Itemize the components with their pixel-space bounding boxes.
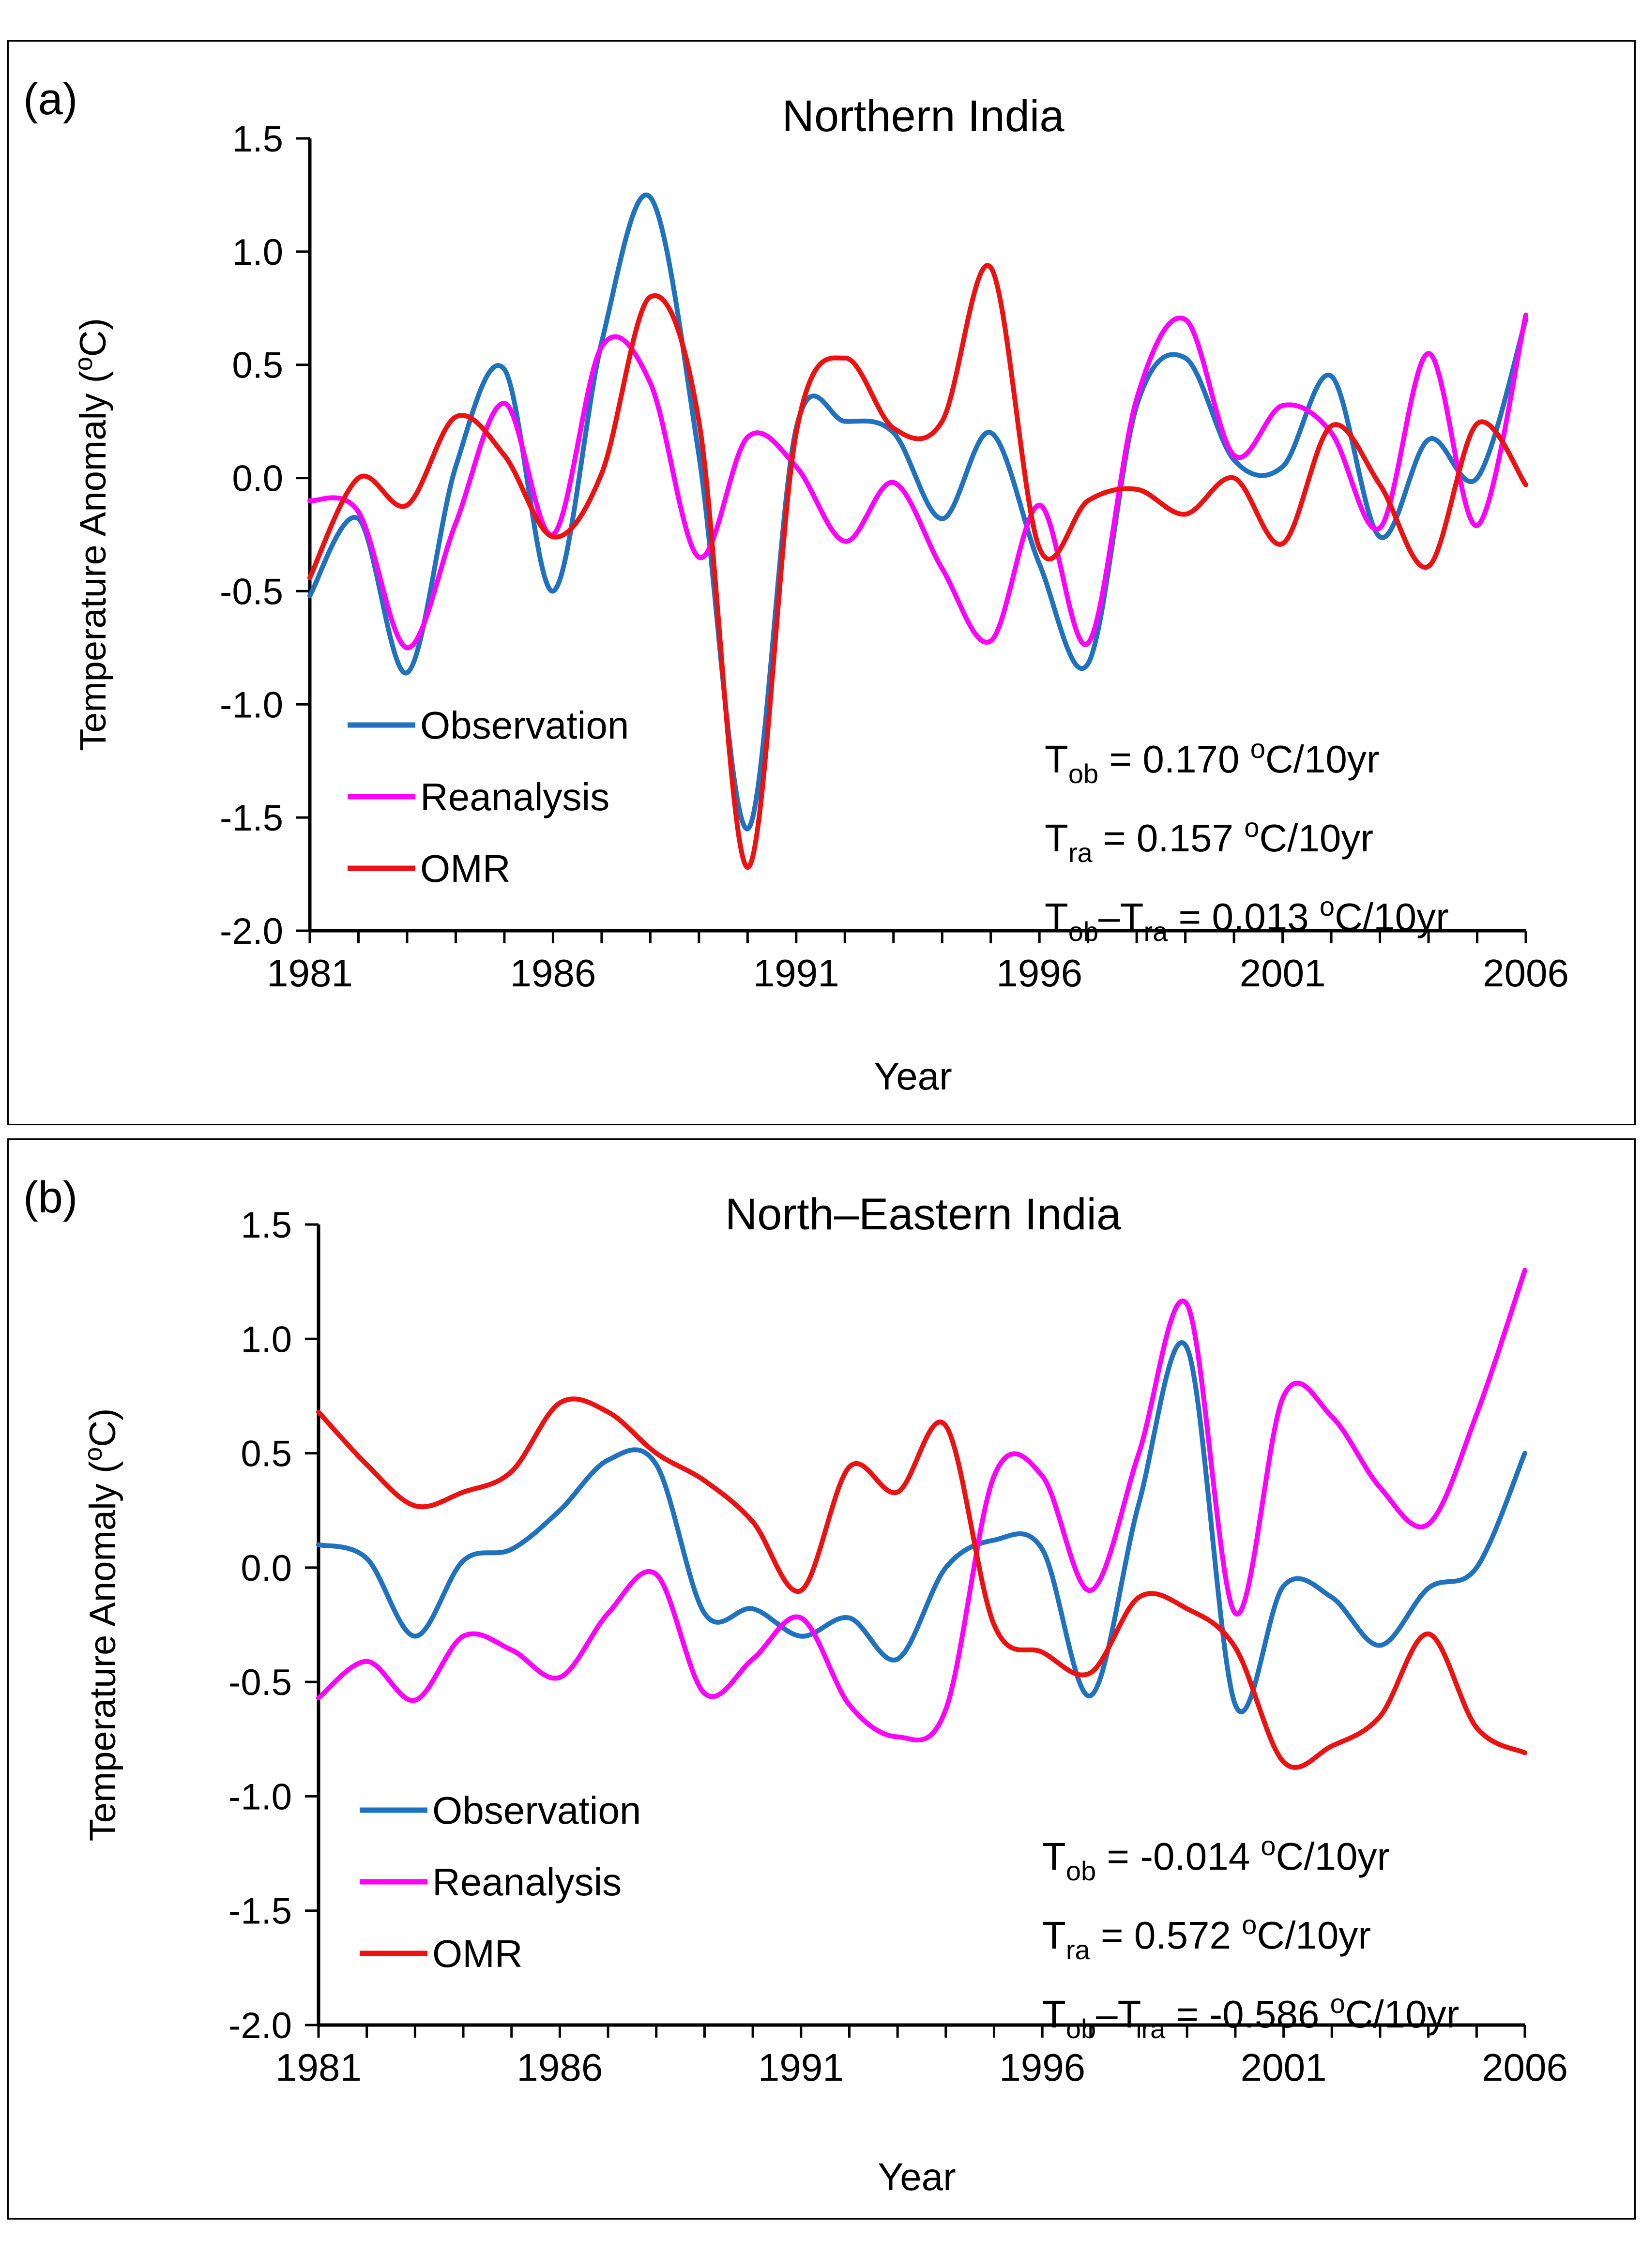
y-tick-label: 0.0 (232, 458, 283, 499)
y-tick-label: -1.5 (220, 798, 283, 839)
x-tick-label: 1986 (510, 952, 596, 995)
chart-svg-b: (b) North–Eastern India 1.5 1.0 0.5 0.0 -0.5 -1… (23, 1173, 1568, 2198)
x-tick-label: 1981 (267, 952, 353, 995)
x-tick-label: 2001 (1240, 952, 1326, 995)
y-tick-label: 1.0 (241, 1319, 292, 1360)
x-axis-title: Year (878, 2155, 956, 2198)
x-tick-label: 2006 (1482, 2046, 1568, 2089)
series-line-omr (307, 263, 1528, 870)
y-tick-label: -2.0 (228, 2005, 292, 2046)
x-tick-label: 2006 (1483, 952, 1569, 995)
x-tick-label: 1991 (758, 2046, 844, 2089)
series-line-omr (316, 1396, 1527, 1770)
series-line-observation (307, 192, 1528, 832)
x-tick-label: 1986 (517, 2046, 603, 2089)
y-tick-label: 1.5 (241, 1205, 292, 1246)
y-tick-label: 0.5 (241, 1434, 292, 1475)
legend-label: Reanalysis (420, 775, 609, 818)
y-tick-label: -1.5 (228, 1891, 292, 1932)
chart-title: Northern India (782, 91, 1065, 141)
y-tick-label: 1.0 (232, 232, 283, 273)
legend-label: Observation (432, 1789, 641, 1832)
chart-svg-a: (a) Northern India 1.5 1.0 0.5 0.0 -0.5 -1.0 -1.… (23, 75, 1569, 1098)
y-axis-title: Temperature Anomaly (oC) (79, 1408, 123, 1842)
x-axis-title: Year (874, 1055, 952, 1098)
trend-annotation: Tob–Tra = 0.013 oC/10yr (1045, 891, 1449, 947)
x-tick-label: 2001 (1241, 2046, 1327, 2089)
trend-annotation: Tra = 0.572 oC/10yr (1042, 1909, 1371, 1965)
x-tick-label: 1996 (999, 2046, 1085, 2089)
x-tick-label: 1996 (996, 952, 1082, 995)
legend-label: OMR (420, 847, 511, 890)
trend-annotation: Tob–Tra = -0.586 oC/10yr (1042, 1988, 1459, 2044)
series-line-observation (316, 1340, 1527, 1714)
y-tick-label: -0.5 (228, 1662, 292, 1703)
chart-panel-a: (a) Northern India 1.5 1.0 0.5 0.0 -0.5 -1.0 -1.… (7, 40, 1636, 1125)
y-tick-label: -1.0 (228, 1776, 292, 1817)
chart-title: North–Eastern India (725, 1190, 1122, 1239)
y-tick-label: 0.5 (232, 345, 283, 386)
y-tick-label: -0.5 (220, 571, 283, 612)
trend-annotation: Tob = -0.014 oC/10yr (1042, 1830, 1390, 1886)
chart-panel-b: (b) North–Eastern India 1.5 1.0 0.5 0.0 -0.5 -1… (7, 1138, 1636, 2220)
legend-label: Observation (420, 704, 629, 747)
trend-annotation: Tra = 0.157 oC/10yr (1045, 812, 1373, 868)
y-tick-label: -1.0 (220, 684, 283, 726)
y-axis-title: Temperature Anomaly (oC) (70, 318, 114, 751)
y-tick-label: 0.0 (241, 1548, 292, 1589)
x-tick-label: 1981 (275, 2046, 362, 2089)
panel-label: (b) (23, 1173, 77, 1222)
y-tick-label: 1.5 (232, 119, 283, 160)
legend-label: OMR (432, 1932, 523, 1975)
series-line-reanalysis (307, 312, 1528, 650)
legend-label: Reanalysis (432, 1860, 622, 1904)
trend-annotation: Tob = 0.170 oC/10yr (1045, 733, 1380, 789)
y-tick-label: -2.0 (220, 911, 283, 952)
series-line-reanalysis (316, 1268, 1527, 1743)
panel-label: (a) (23, 75, 77, 124)
x-tick-label: 1991 (753, 952, 839, 995)
